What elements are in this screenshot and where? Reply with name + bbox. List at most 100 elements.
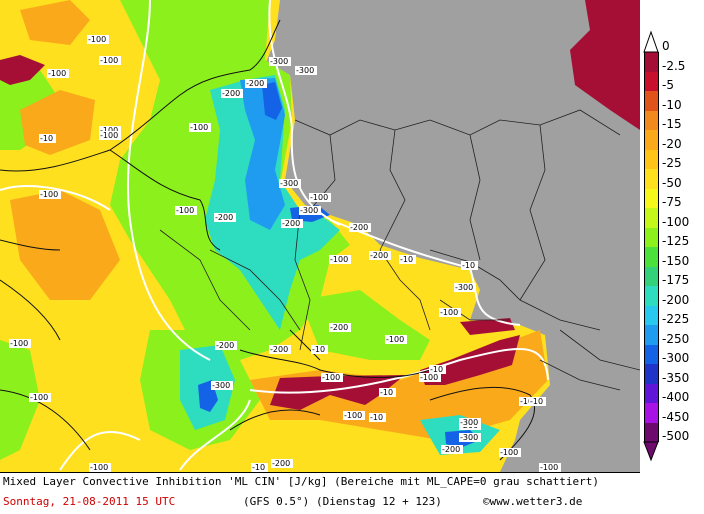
color-legend: 0 -2.5 -5 -10 -15 -20 -25 -50 -75 -100 -125 -150 -17… xyxy=(640,0,704,472)
legend-label: -400 xyxy=(662,390,690,404)
contour-label-layer: -100-100-100-100 -100-100-100-100-100-100… xyxy=(9,35,561,472)
contour-label: -300 xyxy=(299,206,321,215)
legend-swatch xyxy=(644,266,659,286)
orange-region-ne xyxy=(20,0,90,45)
svg-text:-100: -100 xyxy=(100,126,118,135)
legend-swatch xyxy=(644,110,659,130)
legend-label: -300 xyxy=(662,351,690,365)
legend-label: -10 xyxy=(662,97,682,112)
contour-label: -100 xyxy=(343,411,365,420)
contour-label: -200 xyxy=(215,341,237,350)
legend-bottom-arrow xyxy=(643,441,659,462)
svg-text:-10: -10 xyxy=(40,134,53,143)
contour-label: -200 xyxy=(269,345,291,354)
green-sw-region xyxy=(0,340,40,460)
legend-swatch xyxy=(644,403,659,423)
footer-date: Sonntag, 21-08-2011 15 UTC xyxy=(3,495,176,508)
contour-label: -100 xyxy=(385,335,407,344)
svg-text:-200: -200 xyxy=(272,459,290,468)
svg-text:-200: -200 xyxy=(246,79,264,88)
svg-text:-300: -300 xyxy=(212,381,230,390)
contour-label: -300 xyxy=(459,418,481,427)
legend-label: -100 xyxy=(662,214,690,229)
contour-label: -10 xyxy=(529,397,546,406)
contour-label: -10 xyxy=(251,463,268,472)
contour-label: -200 xyxy=(221,89,243,98)
legend-swatch xyxy=(644,149,659,169)
svg-text:-100: -100 xyxy=(386,335,404,344)
footer-title: Mixed Layer Convective Inhibition 'ML CI… xyxy=(3,475,600,488)
contour-label: -10 xyxy=(311,345,328,354)
legend-label: -350 xyxy=(662,370,690,385)
legend-swatch xyxy=(644,286,659,306)
svg-text:-200: -200 xyxy=(330,323,348,332)
legend-swatch xyxy=(644,383,659,403)
svg-text:-300: -300 xyxy=(455,283,473,292)
legend-label: -15 xyxy=(662,117,682,131)
red-region-nw-corner xyxy=(0,55,45,85)
svg-text:-100: -100 xyxy=(540,463,558,472)
contour-label: -300 xyxy=(279,179,301,188)
svg-text:-200: -200 xyxy=(216,341,234,350)
contour-label: -200 xyxy=(245,79,267,88)
contour-label: -100 xyxy=(539,463,561,472)
contour-label: -100 xyxy=(99,131,121,140)
legend-label: -25 xyxy=(662,156,682,170)
contour-label: -10 xyxy=(369,413,386,422)
legend-swatch xyxy=(644,227,659,247)
legend-label: -50 xyxy=(662,175,682,190)
orange-region-nw xyxy=(20,90,95,155)
svg-text:-10: -10 xyxy=(462,261,475,270)
svg-text:-10: -10 xyxy=(370,413,383,422)
footer: Mixed Layer Convective Inhibition 'ML CI… xyxy=(0,472,640,514)
legend-swatch xyxy=(644,52,659,72)
svg-text:-100: -100 xyxy=(500,448,518,457)
contour-label: -10 xyxy=(399,255,416,264)
legend-label: -2.5 xyxy=(662,58,686,73)
contour-label: -10 xyxy=(39,134,56,143)
legend-swatch xyxy=(644,325,659,345)
contour-label: -100 xyxy=(189,123,211,132)
footer-credit[interactable]: ©www.wetter3.de xyxy=(483,495,583,508)
legend-swatch xyxy=(644,169,659,189)
svg-text:-100: -100 xyxy=(88,35,106,44)
svg-text:-100: -100 xyxy=(40,190,58,199)
contour-label: -100 xyxy=(321,373,343,382)
blue-core xyxy=(262,82,282,120)
legend-label: -175 xyxy=(662,273,690,287)
contour-label: -100 xyxy=(89,463,111,472)
contour-label: -100 xyxy=(39,190,61,199)
legend-arrows xyxy=(643,30,659,462)
legend-label: -75 xyxy=(662,195,682,209)
svg-text:-300: -300 xyxy=(296,66,314,75)
contour-label: -300 xyxy=(211,381,233,390)
svg-text:-300: -300 xyxy=(460,433,478,442)
svg-text:-100: -100 xyxy=(420,373,438,382)
svg-text:-200: -200 xyxy=(370,251,388,260)
svg-text:-100: -100 xyxy=(10,339,28,348)
legend-swatch xyxy=(644,130,659,150)
contour-label: -300 xyxy=(295,66,317,75)
contour-label: -100 xyxy=(439,308,461,317)
legend-label: 0 xyxy=(662,39,670,53)
svg-text:-200: -200 xyxy=(215,213,233,222)
svg-text:-100: -100 xyxy=(100,56,118,65)
svg-text:-300: -300 xyxy=(270,57,288,66)
contour-label: -200 xyxy=(329,323,351,332)
svg-text:-10: -10 xyxy=(530,397,543,406)
svg-text:-100: -100 xyxy=(30,393,48,402)
contour-label: -200 xyxy=(349,223,371,232)
coastlines xyxy=(0,19,536,461)
svg-text:-200: -200 xyxy=(442,445,460,454)
svg-text:-10: -10 xyxy=(252,463,265,472)
legend-swatch xyxy=(644,188,659,208)
contour-label: -10 xyxy=(461,261,478,270)
svg-text:-200: -200 xyxy=(350,223,368,232)
orange-region-sw xyxy=(10,190,120,300)
country-borders xyxy=(159,109,640,391)
contour-label: -100 xyxy=(419,373,441,382)
svg-text:-300: -300 xyxy=(460,418,478,427)
contour-label: -10 xyxy=(429,365,446,374)
svg-text:-300: -300 xyxy=(280,179,298,188)
contour-label: -200 xyxy=(441,445,463,454)
